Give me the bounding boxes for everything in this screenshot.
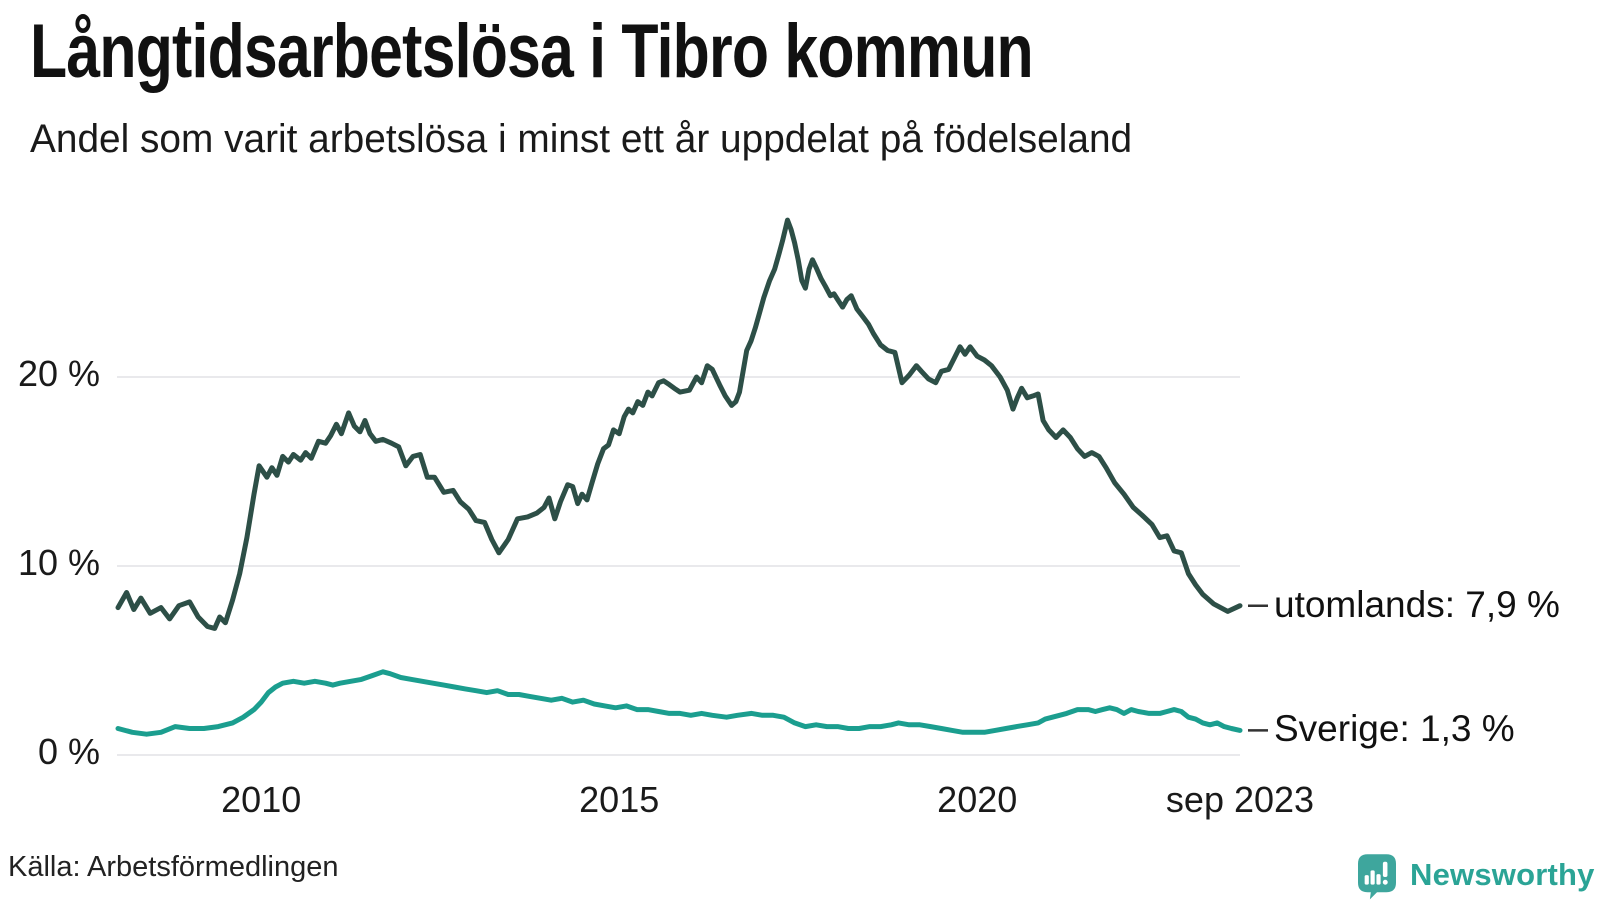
series-end-label-utomlands: utomlands: 7,9 %: [1274, 583, 1560, 625]
series-end-label-sverige: Sverige: 1,3 %: [1274, 708, 1515, 750]
x-axis-tick-label: 2015: [579, 779, 660, 820]
x-axis-tick-label: 2010: [221, 779, 302, 820]
newsworthy-brand-name: Newsworthy: [1410, 857, 1595, 892]
page-title: Långtidsarbetslösa i Tibro kommun: [30, 9, 1034, 94]
x-axis-tick-label: 2020: [937, 779, 1018, 820]
y-axis-tick-label: 10 %: [17, 542, 100, 583]
newsworthy-bubble-chart-icon: [1358, 854, 1396, 900]
x-axis-tick-label: sep 2023: [1165, 779, 1315, 820]
y-axis-tick-label: 20 %: [17, 353, 100, 394]
y-axis-tick-label: 0 %: [37, 731, 100, 772]
source-note: Källa: Arbetsförmedlingen: [8, 851, 339, 883]
page-subtitle: Andel som varit arbetslösa i minst ett å…: [30, 117, 1133, 161]
